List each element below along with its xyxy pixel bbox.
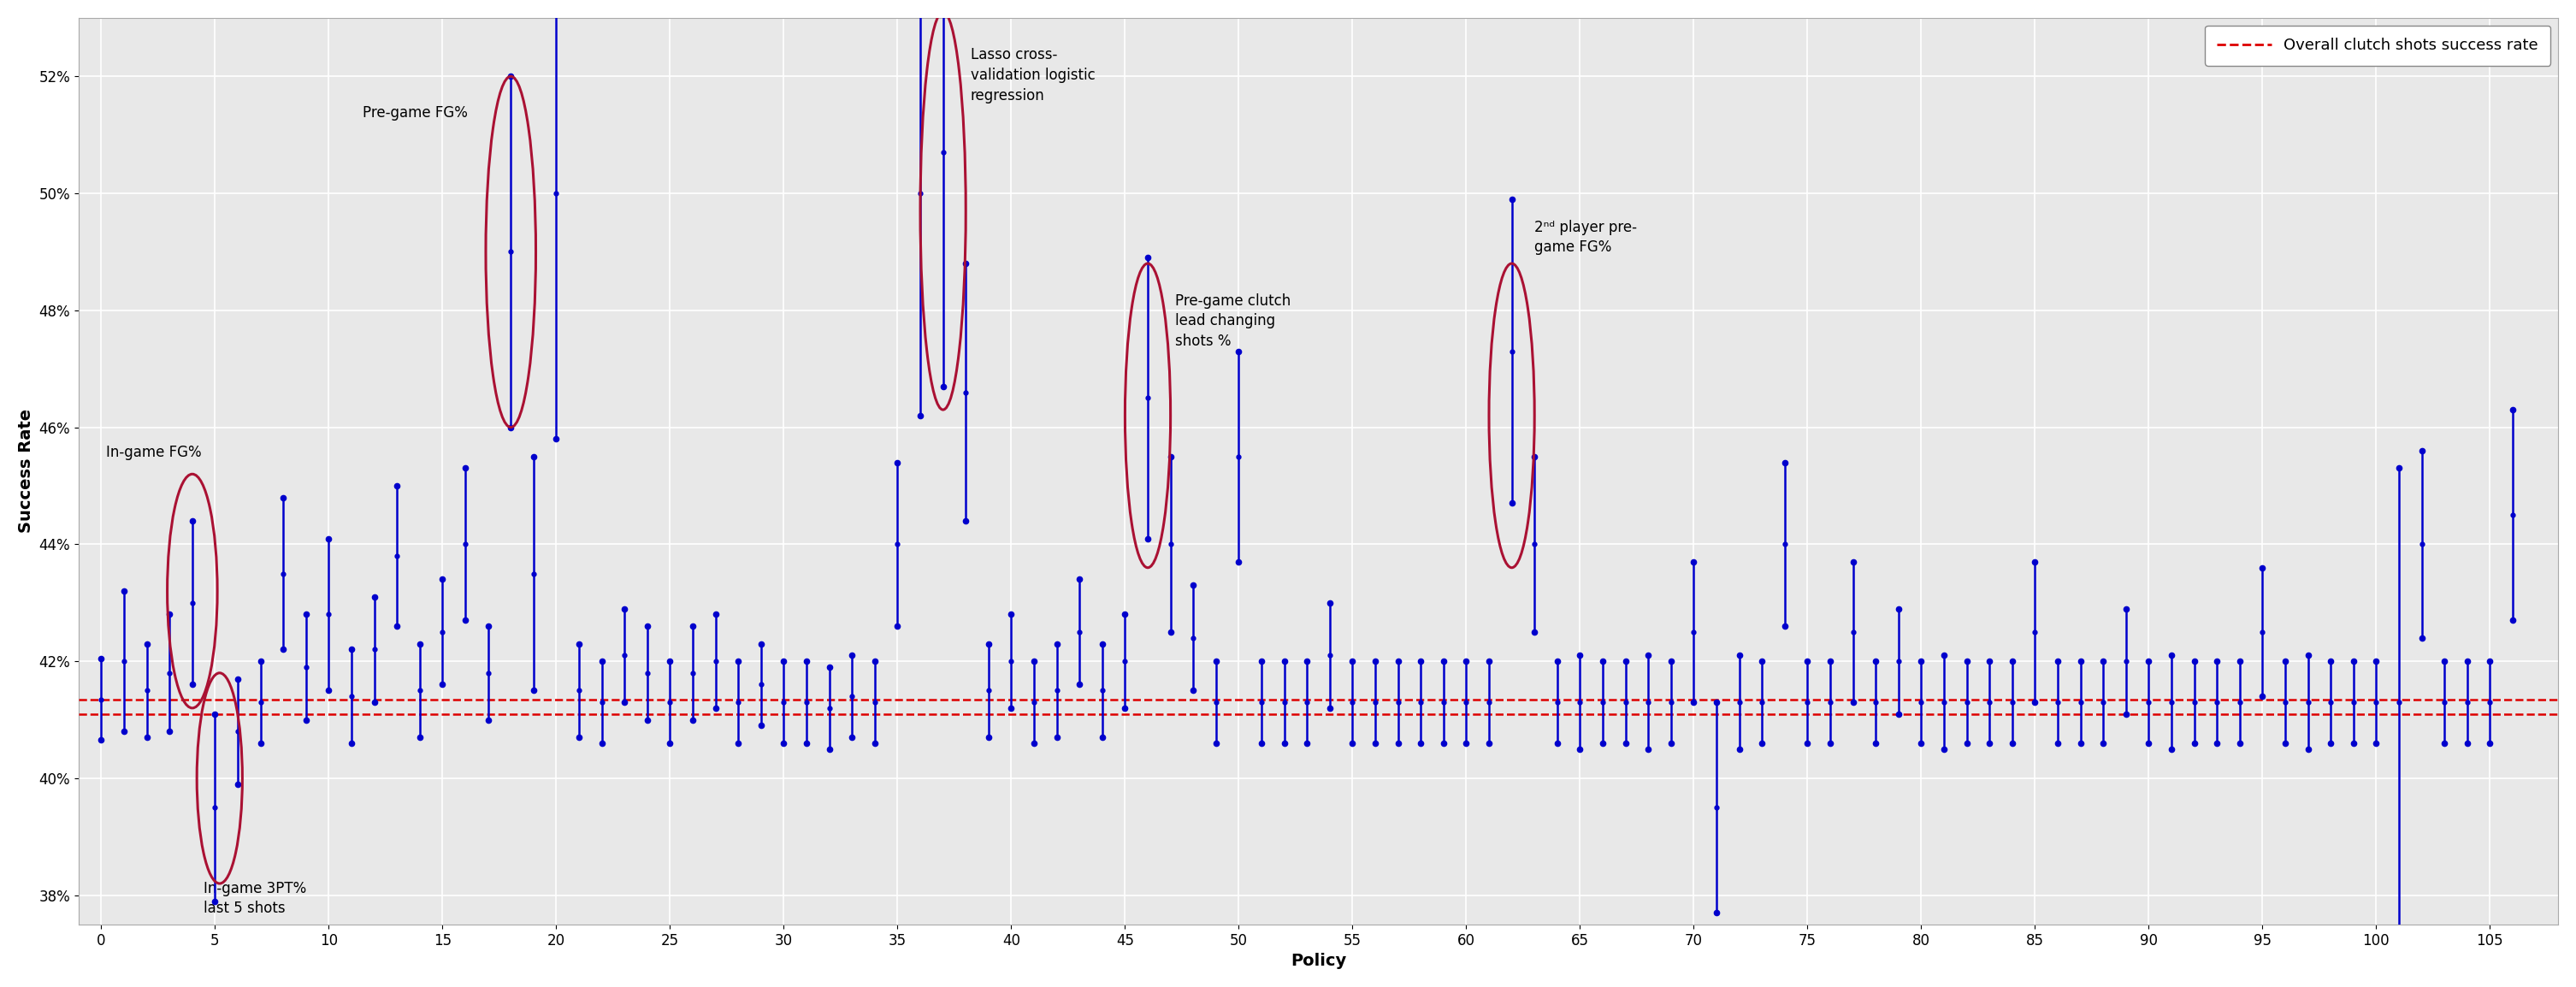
Y-axis label: Success Rate: Success Rate bbox=[18, 409, 33, 533]
Legend: Overall clutch shots success rate: Overall clutch shots success rate bbox=[2205, 26, 2550, 66]
Text: In-game 3PT%
last 5 shots: In-game 3PT% last 5 shots bbox=[204, 880, 307, 916]
Text: 2ⁿᵈ player pre-
game FG%: 2ⁿᵈ player pre- game FG% bbox=[1535, 220, 1638, 256]
X-axis label: Policy: Policy bbox=[1291, 952, 1347, 969]
Text: Pre-game clutch
lead changing
shots %: Pre-game clutch lead changing shots % bbox=[1175, 293, 1291, 348]
Text: In-game FG%: In-game FG% bbox=[106, 444, 201, 460]
Text: Lasso cross-
validation logistic
regression: Lasso cross- validation logistic regress… bbox=[971, 47, 1095, 103]
Text: Pre-game FG%: Pre-game FG% bbox=[363, 106, 469, 120]
